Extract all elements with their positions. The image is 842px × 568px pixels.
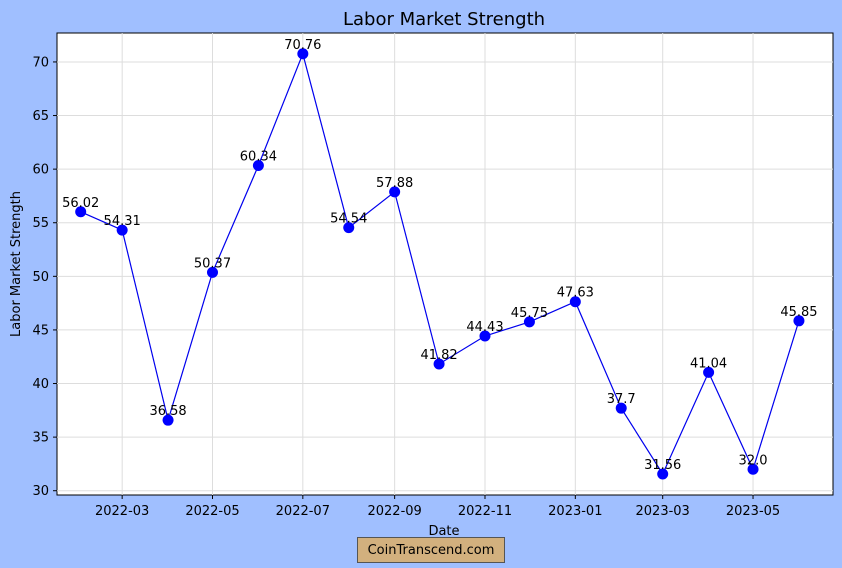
data-label: 32.0 xyxy=(739,453,768,468)
plot-area xyxy=(56,32,834,496)
y-axis-title: Labor Market Strength xyxy=(9,191,24,337)
y-tick-label: 45 xyxy=(32,323,49,338)
data-point xyxy=(523,316,535,328)
data-point xyxy=(657,468,669,480)
data-label: 37.7 xyxy=(607,392,636,407)
data-label: 54.54 xyxy=(330,212,367,227)
y-tick-label: 65 xyxy=(32,109,49,124)
data-label: 41.04 xyxy=(690,356,727,371)
data-point xyxy=(615,402,627,414)
x-tick-label: 2023-05 xyxy=(726,504,780,519)
grid-lines xyxy=(57,33,833,495)
chart-title: Labor Market Strength xyxy=(343,9,545,30)
data-point xyxy=(747,463,759,475)
x-tick-label: 2022-05 xyxy=(185,504,239,519)
data-label: 36.58 xyxy=(149,404,186,419)
data-label: 47.63 xyxy=(557,286,594,301)
x-tick-label: 2023-01 xyxy=(548,504,602,519)
data-point xyxy=(793,315,805,327)
data-label: 31.56 xyxy=(644,458,681,473)
y-tick-label: 70 xyxy=(32,55,49,70)
x-tick-label: 2022-11 xyxy=(458,504,512,519)
y-tick-label: 40 xyxy=(32,377,49,392)
x-tick-label: 2022-07 xyxy=(276,504,330,519)
watermark-badge: CoinTranscend.com xyxy=(357,537,505,563)
series-line xyxy=(75,48,805,480)
data-label: 45.85 xyxy=(780,305,817,320)
x-tick-label: 2023-03 xyxy=(636,504,690,519)
data-point xyxy=(569,296,581,308)
data-labels: 56.02 54.31 36.58 50.37 60.34 70.76 54.54 57.88… xyxy=(62,38,817,473)
data-label: 57.88 xyxy=(376,176,413,191)
data-label: 56.02 xyxy=(62,196,99,211)
data-point xyxy=(162,414,174,426)
data-point xyxy=(297,48,309,60)
data-point xyxy=(703,366,715,378)
y-tick-label: 60 xyxy=(32,163,49,178)
y-tick-label: 30 xyxy=(32,484,49,499)
data-point xyxy=(116,224,128,236)
data-label: 45.75 xyxy=(511,306,548,321)
x-tick-label: 2022-09 xyxy=(367,504,421,519)
y-tick-label: 55 xyxy=(32,216,49,231)
data-label: 70.76 xyxy=(284,38,321,53)
y-tick-label: 35 xyxy=(32,431,49,446)
data-point xyxy=(252,159,264,171)
x-tick-label: 2022-03 xyxy=(95,504,149,519)
data-point xyxy=(479,330,491,342)
data-point xyxy=(433,358,445,370)
data-label: 60.34 xyxy=(240,149,277,164)
data-label: 44.43 xyxy=(466,320,503,335)
data-point xyxy=(389,186,401,198)
data-point xyxy=(343,222,355,234)
data-point xyxy=(75,206,87,218)
data-label: 54.31 xyxy=(104,214,141,229)
axis-ticks: 30 35 40 45 50 55 60 65 70 2022-03 2022-05 2022-07 2… xyxy=(32,55,780,519)
y-tick-label: 50 xyxy=(32,270,49,285)
data-label: 41.82 xyxy=(420,348,457,363)
data-point xyxy=(206,266,218,278)
data-label: 50.37 xyxy=(194,256,231,271)
x-axis-title: Date xyxy=(428,524,459,539)
